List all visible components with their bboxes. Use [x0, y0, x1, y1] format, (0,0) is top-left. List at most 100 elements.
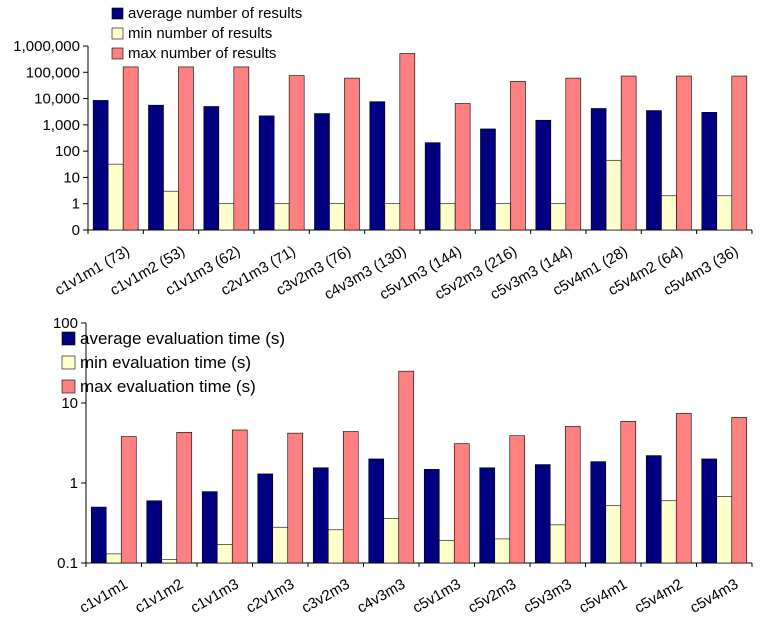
bar-average-evaluation-time-s-c2v1m3 [257, 473, 274, 564]
bar-max-number-of-results-c5v4m1-28 [620, 75, 637, 231]
bar-min-evaluation-time-s-c5v4m1 [605, 505, 622, 564]
bar-max-evaluation-time-s-c1v1m2 [176, 432, 193, 564]
bar-average-number-of-results-c4v3m3-130 [369, 101, 386, 231]
bar-min-number-of-results-c3v2m3-76 [329, 203, 345, 231]
bar-average-evaluation-time-s-c5v4m1 [590, 461, 607, 564]
bar-max-evaluation-time-s-c4v3m3 [398, 370, 415, 564]
bar-average-evaluation-time-s-c5v3m3 [534, 464, 551, 564]
bar-min-evaluation-time-s-c1v1m3 [216, 544, 233, 564]
legend-swatch-min-evaluation-time-s [61, 355, 76, 370]
bar-min-number-of-results-c5v1m3-144 [439, 203, 456, 231]
bar-max-number-of-results-c1v1m3-62 [233, 66, 250, 231]
bar-min-number-of-results-c5v4m2-64 [661, 195, 677, 231]
legend-swatch-max-number-of-results [111, 47, 124, 60]
bar-max-evaluation-time-s-c1v1m3 [231, 429, 248, 564]
bar-min-evaluation-time-s-c1v1m2 [161, 559, 178, 564]
bar-average-evaluation-time-s-c3v2m3 [312, 467, 329, 564]
bar-max-number-of-results-c5v1m3-144 [454, 103, 471, 231]
bar-average-evaluation-time-s-c1v1m3 [201, 491, 218, 564]
bar-min-evaluation-time-s-c3v2m3 [327, 529, 344, 564]
x-tick-label: c1v1m3 [188, 576, 242, 617]
bar-average-number-of-results-c5v2m3-216 [480, 128, 496, 231]
bar-min-evaluation-time-s-c5v4m2 [660, 500, 677, 564]
y-tick-label: 100 [53, 315, 78, 332]
bar-max-number-of-results-c4v3m3-130 [399, 53, 416, 231]
legend-label: average evaluation time (s) [80, 329, 285, 348]
bar-max-evaluation-time-s-c5v1m3 [453, 443, 470, 564]
bar-min-number-of-results-c1v1m3-62 [218, 203, 235, 231]
bar-average-number-of-results-c2v1m3-71 [258, 115, 275, 231]
bar-average-number-of-results-c1v1m1-73 [92, 100, 109, 231]
bar-max-evaluation-time-s-c5v4m3 [731, 417, 748, 564]
bar-min-number-of-results-c4v3m3-130 [384, 203, 401, 231]
bar-average-number-of-results-c5v4m3-36 [701, 112, 718, 231]
bar-average-evaluation-time-s-c5v4m3 [701, 458, 718, 564]
bar-max-number-of-results-c5v3m3-144 [565, 77, 582, 231]
bar-max-evaluation-time-s-c5v2m3 [509, 435, 526, 564]
legend-swatch-min-number-of-results [111, 27, 124, 40]
x-tick-label: c5v4m2 [632, 576, 686, 617]
bar-min-number-of-results-c1v1m1-73 [107, 163, 124, 231]
bar-max-evaluation-time-s-c2v1m3 [287, 432, 304, 564]
bar-average-number-of-results-c1v1m3-62 [203, 106, 220, 231]
legend-swatch-average-evaluation-time-s [61, 331, 76, 346]
x-tick-label: c5v4m3 [687, 576, 741, 617]
bar-average-number-of-results-c5v4m2-64 [646, 110, 662, 231]
bar-max-evaluation-time-s-c5v4m2 [675, 413, 692, 564]
bar-min-number-of-results-c5v2m3-216 [495, 203, 511, 231]
bar-average-number-of-results-c5v4m1-28 [590, 108, 607, 231]
x-tick-label: c4v3m3 [354, 576, 408, 617]
y-tick-label: 10,000 [34, 91, 80, 108]
legend-label: max number of results [128, 45, 276, 62]
bar-average-evaluation-time-s-c4v3m3 [368, 458, 385, 564]
y-tick-label: 10 [63, 169, 80, 186]
bar-average-evaluation-time-s-c5v4m2 [645, 455, 662, 564]
x-tick-label: c3v2m3 [299, 576, 353, 617]
x-tick-label: c5v3m3 [521, 576, 575, 617]
x-tick-label: c1v1m1 [77, 576, 131, 617]
bar-average-evaluation-time-s-c5v1m3 [423, 469, 440, 564]
bar-average-number-of-results-c3v2m3-76 [314, 113, 330, 231]
legend-label: max evaluation time (s) [80, 377, 256, 396]
x-tick-label: c5v1m3 [410, 576, 464, 617]
y-tick-label: 100,000 [26, 64, 80, 81]
bar-min-number-of-results-c5v3m3-144 [550, 203, 567, 231]
x-tick-label: c5v4m1 [576, 576, 630, 617]
bar-max-number-of-results-c3v2m3-76 [344, 77, 360, 231]
legend-swatch-max-evaluation-time-s [61, 379, 76, 394]
bar-min-evaluation-time-s-c1v1m1 [105, 553, 122, 564]
x-tick-label: c2v1m3 [243, 576, 297, 617]
y-tick-label: 1 [72, 196, 80, 213]
bar-average-number-of-results-c5v3m3-144 [535, 119, 552, 231]
bar-max-number-of-results-c1v1m1-73 [122, 66, 139, 231]
results-count-chart: 01101001,00010,000100,0001,000,000c1v1m1… [13, 5, 753, 303]
y-tick-label: 100 [55, 143, 80, 160]
y-tick-label: 0.1 [57, 555, 78, 572]
bar-max-number-of-results-c5v4m2-64 [676, 75, 692, 231]
bar-max-number-of-results-c1v1m2-53 [178, 66, 194, 231]
y-tick-label: 10 [61, 395, 78, 412]
bar-min-number-of-results-c1v1m2-53 [163, 190, 179, 231]
x-tick-label: c1v1m2 [132, 576, 186, 617]
bar-average-number-of-results-c1v1m2-53 [148, 104, 164, 231]
bar-min-evaluation-time-s-c5v2m3 [494, 538, 511, 564]
bar-average-number-of-results-c5v1m3-144 [424, 142, 441, 231]
y-tick-label: 0 [72, 222, 80, 239]
bar-max-number-of-results-c5v2m3-216 [510, 81, 526, 231]
bar-min-evaluation-time-s-c2v1m3 [272, 526, 289, 564]
bar-max-evaluation-time-s-c5v3m3 [564, 426, 581, 564]
y-tick-label: 1,000,000 [13, 38, 80, 55]
bar-average-evaluation-time-s-c1v1m2 [146, 500, 163, 564]
bar-min-evaluation-time-s-c5v1m3 [438, 540, 455, 564]
y-tick-label: 1 [70, 475, 78, 492]
x-tick-label: c5v2m3 [465, 576, 519, 617]
bar-max-number-of-results-c2v1m3-71 [288, 75, 305, 231]
y-tick-label: 1,000 [42, 117, 80, 134]
legend-label: min evaluation time (s) [80, 353, 251, 372]
bar-min-evaluation-time-s-c5v3m3 [549, 524, 566, 564]
bar-max-evaluation-time-s-c1v1m1 [120, 436, 137, 564]
bar-max-evaluation-time-s-c5v4m1 [620, 421, 637, 564]
bar-min-evaluation-time-s-c5v4m3 [716, 496, 733, 564]
bar-max-number-of-results-c5v4m3-36 [731, 75, 748, 231]
